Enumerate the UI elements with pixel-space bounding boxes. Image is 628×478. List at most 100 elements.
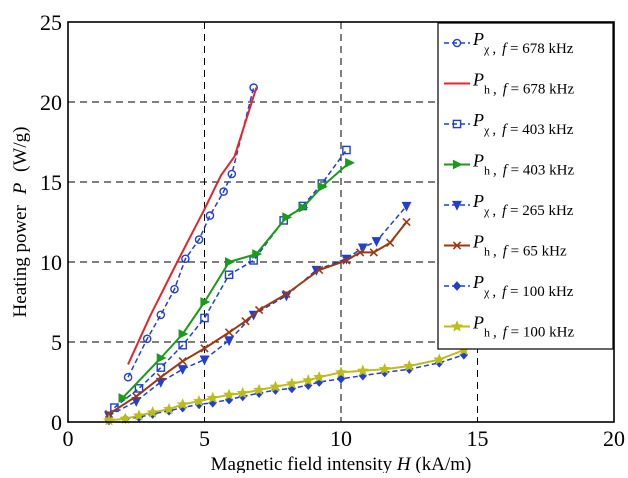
data-point — [200, 297, 211, 307]
legend-subscript: χ — [483, 204, 490, 218]
data-point — [317, 181, 328, 192]
data-point — [119, 412, 132, 424]
data-point — [193, 394, 205, 407]
legend-entry: Ph, f = 403 kHz — [444, 151, 574, 179]
series-6 — [104, 217, 411, 419]
data-point — [133, 409, 145, 421]
legend-marker — [452, 241, 462, 250]
series-2 — [127, 87, 258, 365]
legend-marker — [452, 38, 462, 48]
data-point — [345, 157, 355, 168]
legend-symbol: P — [472, 191, 484, 211]
data-point — [176, 398, 189, 410]
data-point — [357, 243, 368, 254]
data-point — [241, 317, 250, 326]
legend-subscript: h — [484, 164, 490, 178]
legend-comma: , — [492, 284, 496, 300]
series-line — [127, 87, 255, 378]
data-point — [170, 284, 179, 294]
data-point — [378, 362, 391, 375]
legend-label: Pχ, f = 265 kHz — [472, 191, 574, 219]
data-point — [336, 373, 346, 384]
data-point — [178, 357, 187, 366]
legend-label: Ph, f = 678 kHz — [472, 70, 574, 98]
data-point — [227, 169, 237, 179]
legend-symbol: P — [472, 232, 484, 252]
legend-comma: , — [493, 163, 497, 179]
data-point — [219, 187, 228, 196]
data-point — [282, 289, 291, 299]
legend-f-symbol: f — [502, 203, 508, 219]
data-point — [298, 202, 309, 213]
legend-entry: Pχ, f = 403 kHz — [444, 110, 574, 138]
legend-comma: , — [493, 82, 497, 98]
data-point — [132, 392, 141, 401]
y-tick-label: 0 — [51, 410, 62, 435]
y-axis-title: Heating power P (W/g) — [10, 127, 31, 318]
legend-frequency: = 678 kHz — [507, 82, 575, 98]
legend-entry: Pχ, f = 678 kHz — [444, 29, 574, 57]
ticks: 0 5 10 15 20 0 5 10 15 20 25 — [40, 10, 625, 451]
legend-symbol: P — [472, 70, 484, 90]
x-tick-label: 15 — [467, 426, 489, 451]
data-point — [224, 336, 234, 347]
data-point — [253, 383, 266, 396]
series-8 — [103, 343, 470, 426]
legend-comma: , — [492, 122, 496, 138]
data-point — [156, 353, 167, 363]
data-point — [269, 380, 282, 392]
legend-label: Pχ, f = 678 kHz — [472, 29, 574, 57]
legend-frequency: = 100 kHz — [507, 325, 575, 341]
x-axis-unit: (kA/m) — [415, 454, 471, 473]
data-point — [178, 340, 187, 350]
x-tick-label: 10 — [330, 426, 352, 451]
legend-label: Ph, f = 100 kHz — [472, 313, 574, 341]
series-4 — [118, 157, 355, 403]
data-point — [285, 377, 298, 389]
data-point — [335, 366, 347, 378]
legend-subscript: χ — [483, 285, 490, 299]
data-point — [206, 391, 219, 404]
data-point — [252, 249, 263, 259]
data-point — [178, 329, 189, 339]
legend-comma: , — [492, 41, 496, 57]
legend-f-symbol: f — [503, 163, 509, 179]
legend-label: Pχ, f = 403 kHz — [472, 110, 574, 138]
data-point — [385, 238, 395, 247]
data-point — [302, 374, 315, 386]
data-point — [146, 406, 159, 418]
data-point — [199, 355, 210, 366]
data-point — [194, 235, 204, 244]
data-point — [342, 145, 351, 155]
legend-f-symbol: f — [502, 122, 508, 138]
legend-entry: Pχ, f = 265 kHz — [444, 191, 574, 219]
data-point — [433, 353, 446, 365]
legend-marker — [452, 281, 462, 291]
y-tick-label: 10 — [40, 250, 62, 275]
legend-subscript: χ — [483, 123, 490, 137]
data-point — [156, 310, 166, 320]
data-point — [123, 372, 133, 382]
x-tick-label: 5 — [199, 426, 210, 451]
y-tick-label: 25 — [40, 10, 62, 35]
data-point — [205, 211, 215, 220]
legend-marker — [452, 200, 462, 211]
data-point — [236, 386, 249, 399]
data-point — [282, 212, 293, 223]
y-axis-label: Heating power — [10, 204, 31, 317]
legend-symbol: P — [472, 29, 484, 49]
legend-frequency: = 65 kHz — [507, 244, 567, 260]
y-tick-label: 20 — [40, 90, 62, 115]
y-axis-unit: (W/g) — [10, 127, 31, 172]
legend-box — [437, 22, 614, 350]
legend-comma: , — [493, 244, 497, 260]
legend-symbol: P — [472, 151, 484, 171]
legend-entry: Pχ, f = 100 kHz — [444, 272, 574, 300]
x-tick-label: 20 — [603, 426, 625, 451]
data-point — [356, 364, 369, 376]
legend-entry: Ph, f = 100 kHz — [444, 313, 574, 341]
legend-symbol: P — [472, 110, 484, 130]
legend-symbol: P — [472, 313, 484, 333]
legend-f-symbol: f — [502, 284, 508, 300]
